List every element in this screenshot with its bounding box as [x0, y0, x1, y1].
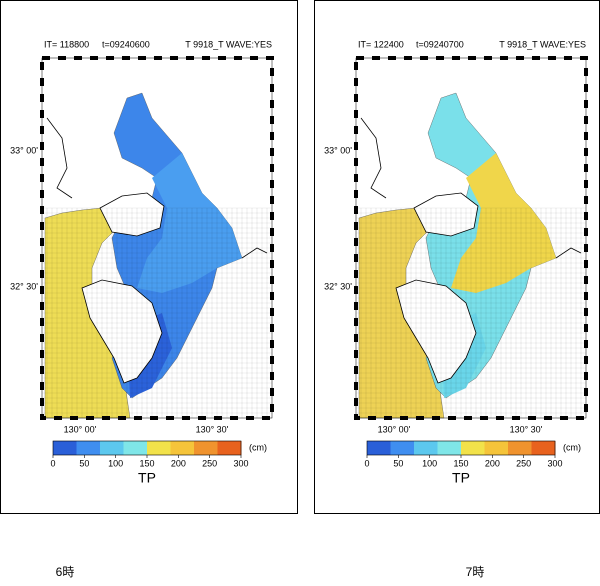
colorbar-swatch	[76, 441, 101, 455]
colorbar-tick-label: 100	[108, 458, 123, 468]
lat-label: 32° 30'	[324, 281, 352, 291]
colorbar-label: TP	[452, 470, 470, 486]
lon-label: 130° 30'	[510, 424, 543, 434]
colorbar-swatch	[461, 441, 485, 455]
coastline	[360, 117, 387, 199]
colorbar-swatch	[100, 441, 124, 455]
lon-label: 130° 00'	[378, 424, 411, 434]
land	[99, 192, 165, 237]
colorbar-swatch	[484, 441, 509, 455]
panel-border	[0, 0, 298, 514]
colorbar-tick-label: 200	[485, 458, 500, 468]
sea-area	[451, 153, 556, 293]
lat-label: 33° 00'	[324, 145, 352, 155]
colorbar-unit: (cm)	[563, 442, 581, 452]
lat-label: 33° 00'	[10, 145, 38, 155]
panel: IT= 122400 t=09240700 T 9918_T WAVE:YES 33°…	[314, 0, 600, 579]
header-run: T 9918_T WAVE:YES	[499, 39, 586, 49]
lon-label: 130° 30'	[196, 424, 229, 434]
sea-area	[358, 207, 445, 419]
colorbar-swatch	[147, 441, 171, 455]
colorbar-swatch	[194, 441, 218, 455]
colorbar-tick-label: 0	[50, 458, 55, 468]
colorbar-swatch	[170, 441, 195, 455]
colorbar-tick-label: 250	[202, 458, 217, 468]
header-iteration: IT= 118800	[44, 39, 89, 49]
colorbar-tick-label: 50	[393, 458, 403, 468]
colorbar-swatch	[217, 441, 242, 455]
colorbar-swatch	[437, 441, 462, 455]
colorbar-tick-label: 200	[171, 458, 186, 468]
caption: 6時	[56, 565, 75, 579]
colorbar-swatch	[508, 441, 532, 455]
colorbar-tick-label: 250	[516, 458, 531, 468]
colorbar-tick-label: 150	[139, 458, 154, 468]
colorbar-tick-label: 50	[79, 458, 89, 468]
coastline	[46, 117, 73, 199]
header-run: T 9918_T WAVE:YES	[185, 39, 272, 49]
map-frame-inner	[41, 57, 273, 419]
colorbar-tick-label: 150	[453, 458, 468, 468]
land	[413, 192, 479, 237]
land	[81, 279, 163, 384]
caption: 7時	[466, 565, 485, 579]
colorbar-tick-label: 300	[233, 458, 248, 468]
colorbar-swatch	[367, 441, 391, 455]
colorbar-label: TP	[138, 470, 156, 486]
header-iteration: IT= 122400	[358, 39, 404, 49]
colorbar-tick-label: 100	[422, 458, 437, 468]
panel: IT= 118800 t=09240600 T 9918_T WAVE:YES 33°…	[0, 0, 298, 579]
colorbar-unit: (cm)	[249, 442, 267, 452]
sea-area	[44, 207, 131, 419]
colorbar-tick-label: 300	[547, 458, 562, 468]
colorbar-swatch	[531, 441, 556, 455]
lat-label: 32° 30'	[10, 281, 38, 291]
colorbar-tick-label: 0	[364, 458, 369, 468]
coastline	[555, 247, 582, 259]
sea-area	[137, 153, 242, 293]
land	[395, 279, 477, 384]
header-time: t=09240700	[416, 39, 464, 49]
colorbar-swatch	[414, 441, 438, 455]
lon-label: 130° 00'	[64, 424, 97, 434]
map-frame-inner	[355, 57, 587, 419]
colorbar-swatch	[123, 441, 148, 455]
colorbar-swatch	[390, 441, 415, 455]
header-time: t=09240600	[102, 39, 150, 49]
colorbar-swatch	[53, 441, 77, 455]
coastline	[241, 247, 268, 259]
